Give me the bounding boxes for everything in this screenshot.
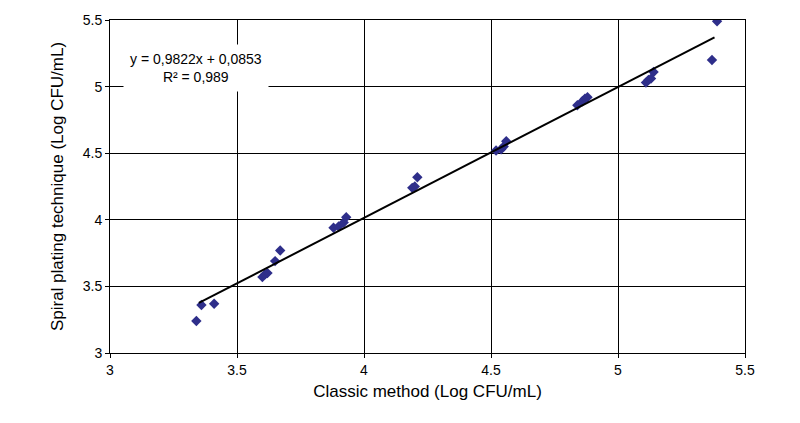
svg-text:Spiral plating technique (Log: Spiral plating technique (Log CFU/mL) — [48, 42, 67, 331]
svg-text:4: 4 — [360, 362, 368, 378]
svg-text:Classic method (Log CFU/mL): Classic method (Log CFU/mL) — [313, 382, 542, 401]
svg-text:5.5: 5.5 — [83, 12, 103, 28]
svg-text:4.5: 4.5 — [481, 362, 501, 378]
svg-text:5.5: 5.5 — [735, 362, 755, 378]
svg-text:y = 0,9822x + 0,0853R² = 0,989: y = 0,9822x + 0,0853R² = 0,989 — [130, 51, 262, 85]
svg-text:4: 4 — [94, 212, 102, 228]
svg-text:3: 3 — [94, 345, 102, 361]
svg-text:3.5: 3.5 — [227, 362, 247, 378]
svg-text:5: 5 — [94, 79, 102, 95]
svg-text:3: 3 — [106, 362, 114, 378]
svg-text:5: 5 — [614, 362, 622, 378]
svg-text:4.5: 4.5 — [83, 145, 103, 161]
svg-text:3.5: 3.5 — [83, 278, 103, 294]
